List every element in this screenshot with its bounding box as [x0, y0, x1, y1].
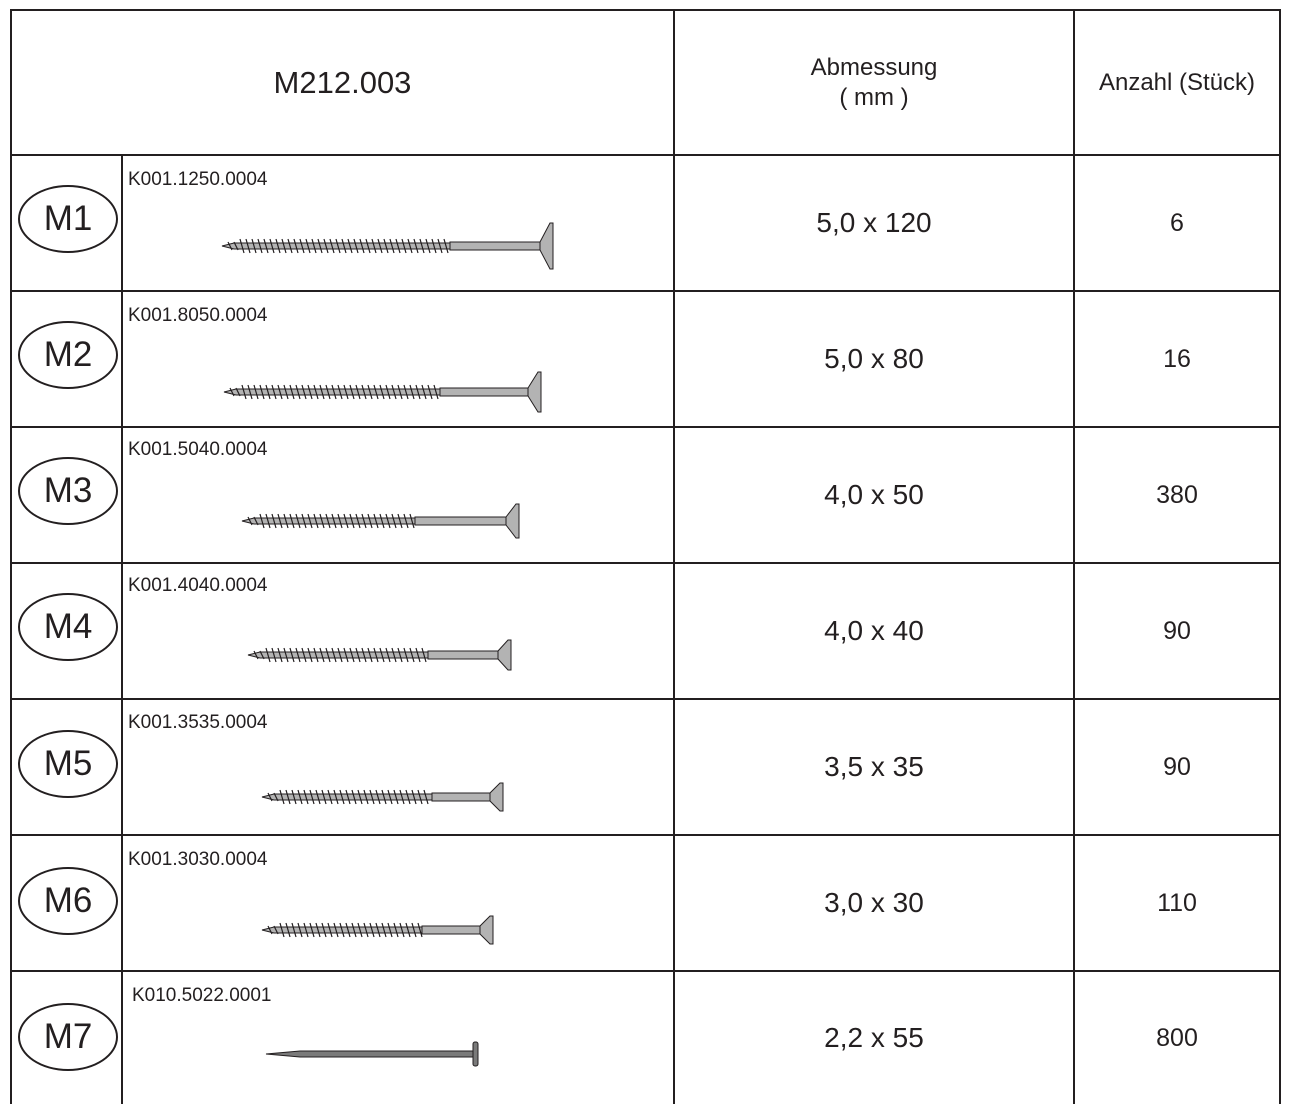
column-divider — [1073, 9, 1075, 1104]
table-border-top — [10, 9, 1281, 11]
part-code: K001.4040.0004 — [128, 575, 268, 596]
dimension-value: 5,0 x 120 — [816, 207, 932, 238]
column-divider — [673, 9, 675, 1104]
item-badge: M3 — [18, 457, 118, 525]
dimension-value: 4,0 x 40 — [824, 615, 924, 646]
row-divider — [10, 290, 1281, 292]
dimension-value: 3,5 x 35 — [824, 751, 924, 782]
quantity-value: 90 — [1163, 616, 1191, 645]
dimension-value: 3,0 x 30 — [824, 887, 924, 918]
item-badge: M5 — [18, 730, 118, 798]
dimension-header: Abmessung ( mm ) — [675, 11, 1073, 154]
part-code: K001.3535.0004 — [128, 712, 268, 733]
table-border-right — [1279, 9, 1281, 1104]
dimension-header-label: Abmessung — [810, 53, 938, 81]
quantity-value: 380 — [1156, 480, 1198, 509]
quantity-header: Anzahl (Stück) — [1098, 68, 1256, 96]
table-border-left — [10, 9, 12, 1104]
part-code: K001.5040.0004 — [128, 439, 268, 460]
row-divider — [10, 562, 1281, 564]
item-badge: M4 — [18, 593, 118, 661]
dimension-value: 5,0 x 80 — [824, 343, 924, 374]
item-badge: M1 — [18, 185, 118, 253]
table-title: M212.003 — [273, 64, 412, 100]
item-badge: M7 — [18, 1003, 118, 1071]
quantity-value: 16 — [1163, 344, 1191, 373]
dimension-value: 4,0 x 50 — [824, 479, 924, 510]
part-code: K001.1250.0004 — [128, 169, 268, 190]
item-badge: M2 — [18, 321, 118, 389]
item-image-divider — [121, 154, 123, 1104]
row-divider — [10, 426, 1281, 428]
row-divider — [10, 834, 1281, 836]
row-divider — [10, 970, 1281, 972]
part-code: K001.8050.0004 — [128, 305, 268, 326]
dimension-value: 2,2 x 55 — [824, 1022, 924, 1053]
part-code: K001.3030.0004 — [128, 849, 268, 870]
quantity-value: 90 — [1163, 752, 1191, 781]
dimension-header-unit: ( mm ) — [839, 83, 909, 111]
quantity-value: 110 — [1157, 888, 1197, 917]
row-divider — [10, 698, 1281, 700]
parts-table: M212.003 Abmessung ( mm ) Anzahl (Stück)… — [10, 9, 1281, 1104]
quantity-value: 6 — [1170, 208, 1184, 237]
part-code: K010.5022.0001 — [132, 985, 272, 1006]
header-divider — [10, 154, 1281, 156]
quantity-value: 800 — [1156, 1023, 1198, 1052]
item-badge: M6 — [18, 867, 118, 935]
